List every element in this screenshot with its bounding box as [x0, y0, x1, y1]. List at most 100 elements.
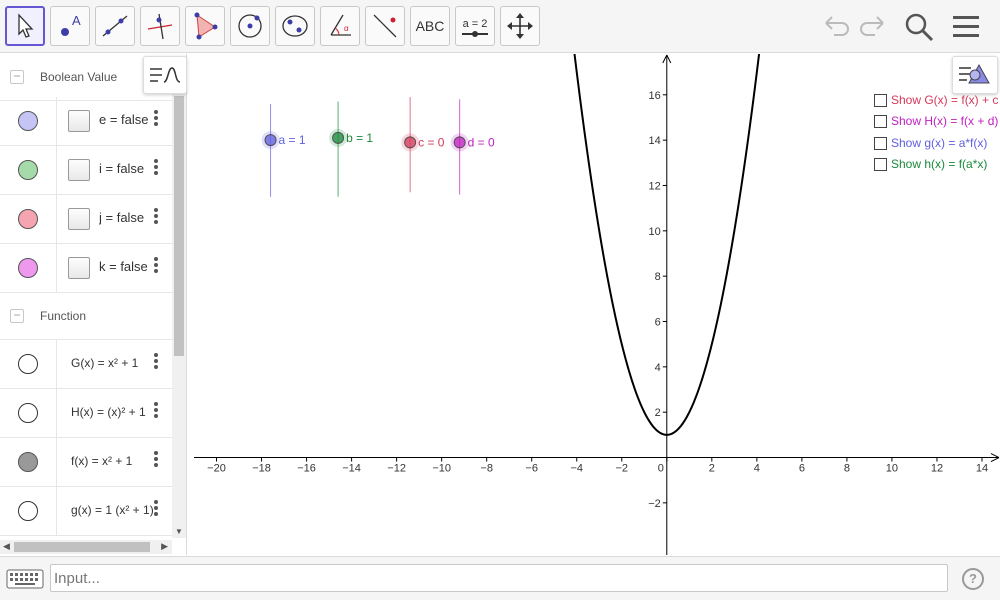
graphics-canvas[interactable]: −20 −18 −16 −14 −12 −10 −8 −6 −4 −2 0 2 4 6 8 10 12 14161…: [194, 54, 1000, 555]
algebra-row[interactable]: e = false: [0, 97, 172, 146]
visibility-marble[interactable]: [18, 403, 38, 423]
algebra-row[interactable]: k = false: [0, 244, 172, 293]
undo-button[interactable]: [818, 10, 854, 44]
show-G-checkbox[interactable]: Show G(x) = f(x) + c: [874, 91, 998, 109]
scroll-down-icon[interactable]: ▼: [175, 527, 183, 536]
keyboard-button[interactable]: [6, 569, 44, 589]
x-tick-label: 10: [886, 463, 898, 475]
scroll-right-icon[interactable]: ▶: [161, 541, 168, 551]
algebra-row[interactable]: i = false: [0, 146, 172, 195]
algebra-style-bar-button[interactable]: [143, 56, 187, 94]
collapse-icon[interactable]: −: [10, 70, 24, 84]
visibility-marble[interactable]: [18, 258, 38, 278]
slider-icon-label: a = 2: [462, 17, 488, 30]
checkbox-label: Show h(x) = f(a*x): [891, 157, 988, 171]
show-H-checkbox[interactable]: Show H(x) = f(x + d): [874, 112, 998, 130]
slider-tool[interactable]: a = 2: [455, 6, 495, 46]
slider-label: a = 1: [279, 133, 306, 147]
more-options-icon[interactable]: [152, 206, 160, 230]
redo-icon: [860, 16, 884, 36]
slider-a[interactable]: a = 1: [261, 103, 306, 197]
scrollbar-thumb[interactable]: [14, 542, 150, 552]
slider-c[interactable]: c = 0: [401, 97, 445, 193]
keyboard-icon: [6, 569, 44, 589]
more-options-icon[interactable]: [152, 400, 160, 424]
more-options-icon[interactable]: [152, 449, 160, 473]
show-h-checkbox[interactable]: Show h(x) = f(a*x): [874, 155, 987, 173]
x-tick-label: 4: [754, 463, 760, 475]
graphics-view[interactable]: −20 −18 −16 −14 −12 −10 −8 −6 −4 −2 0 2 4 6 8 10 12 14 16 1…: [194, 54, 1000, 555]
algebra-function: G(x) = x² + 1: [71, 356, 139, 370]
ellipse-tool[interactable]: [275, 6, 315, 46]
checkbox-label: Show G(x) = f(x) + c: [891, 93, 999, 107]
y-tick-label: 4: [655, 362, 661, 374]
algebra-function: g(x) = 1 (x² + 1): [71, 503, 154, 517]
function-f-curve[interactable]: [565, 54, 768, 436]
collapse-icon[interactable]: −: [10, 309, 24, 323]
move-graphics-tool[interactable]: [500, 6, 540, 46]
more-options-icon[interactable]: [152, 108, 160, 132]
redo-button[interactable]: [855, 10, 891, 44]
move-tool[interactable]: [5, 6, 45, 46]
slider-knob[interactable]: [332, 131, 345, 144]
algebra-vertical-scrollbar[interactable]: ▼: [172, 94, 186, 538]
algebra-row[interactable]: f(x) = x² + 1: [0, 438, 172, 487]
scroll-left-icon[interactable]: ◀: [3, 541, 10, 551]
algebra-row[interactable]: H(x) = (x)² + 1: [0, 389, 172, 438]
slider-knob[interactable]: [453, 136, 466, 149]
visibility-marble[interactable]: [18, 209, 38, 229]
angle-tool[interactable]: α: [320, 6, 360, 46]
search-button[interactable]: [901, 10, 937, 44]
algebra-row[interactable]: G(x) = x² + 1: [0, 340, 172, 389]
perpendicular-line-tool[interactable]: [140, 6, 180, 46]
algebra-row[interactable]: g(x) = 1 (x² + 1): [0, 487, 172, 536]
group-label: Function: [40, 309, 87, 323]
help-icon[interactable]: ?: [962, 568, 984, 590]
more-options-icon[interactable]: [152, 498, 160, 522]
visibility-marble[interactable]: [18, 354, 38, 374]
boolean-checkbox[interactable]: [68, 208, 90, 230]
algebra-input-field[interactable]: [50, 564, 948, 592]
more-options-icon[interactable]: [152, 351, 160, 375]
circle-tool[interactable]: [230, 6, 270, 46]
algebra-value: k = false: [99, 259, 148, 274]
boolean-checkbox[interactable]: [68, 159, 90, 181]
perpendicular-icon: [147, 13, 173, 40]
visibility-marble[interactable]: [18, 111, 38, 131]
algebra-value: e = false: [99, 112, 149, 127]
scrollbar-thumb[interactable]: [174, 96, 184, 356]
group-header-function[interactable]: − Function: [0, 293, 172, 340]
boolean-checkbox[interactable]: [68, 257, 90, 279]
checkbox-label: Show g(x) = a*f(x): [891, 136, 988, 150]
slider-b[interactable]: b = 1: [329, 101, 373, 197]
more-options-icon[interactable]: [152, 157, 160, 181]
visibility-marble[interactable]: [18, 160, 38, 180]
algebra-horizontal-scrollbar[interactable]: ◀ ▶: [0, 540, 172, 554]
algebra-row[interactable]: j = false: [0, 195, 172, 244]
more-options-icon[interactable]: [152, 255, 160, 279]
polygon-tool[interactable]: [185, 6, 225, 46]
visibility-marble[interactable]: [18, 501, 38, 521]
y-tick-label: 16: [649, 90, 661, 102]
x-tick-label: −12: [387, 463, 406, 475]
text-tool[interactable]: ABC: [410, 6, 450, 46]
show-g-checkbox[interactable]: Show g(x) = a*f(x): [874, 134, 987, 152]
slider-knob[interactable]: [404, 136, 417, 149]
group-header-boolean[interactable]: − Boolean Value: [0, 54, 172, 101]
x-axis-arrow: [990, 453, 1000, 462]
point-tool[interactable]: A: [50, 6, 90, 46]
slider-knob[interactable]: [264, 134, 277, 147]
line-tool[interactable]: [95, 6, 135, 46]
slider-d[interactable]: d = 0: [450, 99, 495, 195]
move-arrows-icon: [507, 13, 533, 39]
reflect-icon: [373, 14, 397, 38]
boolean-checkbox[interactable]: [68, 110, 90, 132]
reflect-tool[interactable]: [365, 6, 405, 46]
graphics-style-bar-button[interactable]: [952, 56, 998, 94]
x-tick-label: 2: [709, 463, 715, 475]
line-icon: [102, 15, 128, 37]
main-menu-button[interactable]: [948, 10, 984, 44]
visibility-marble[interactable]: [18, 452, 38, 472]
x-tick-label: −16: [297, 463, 316, 475]
